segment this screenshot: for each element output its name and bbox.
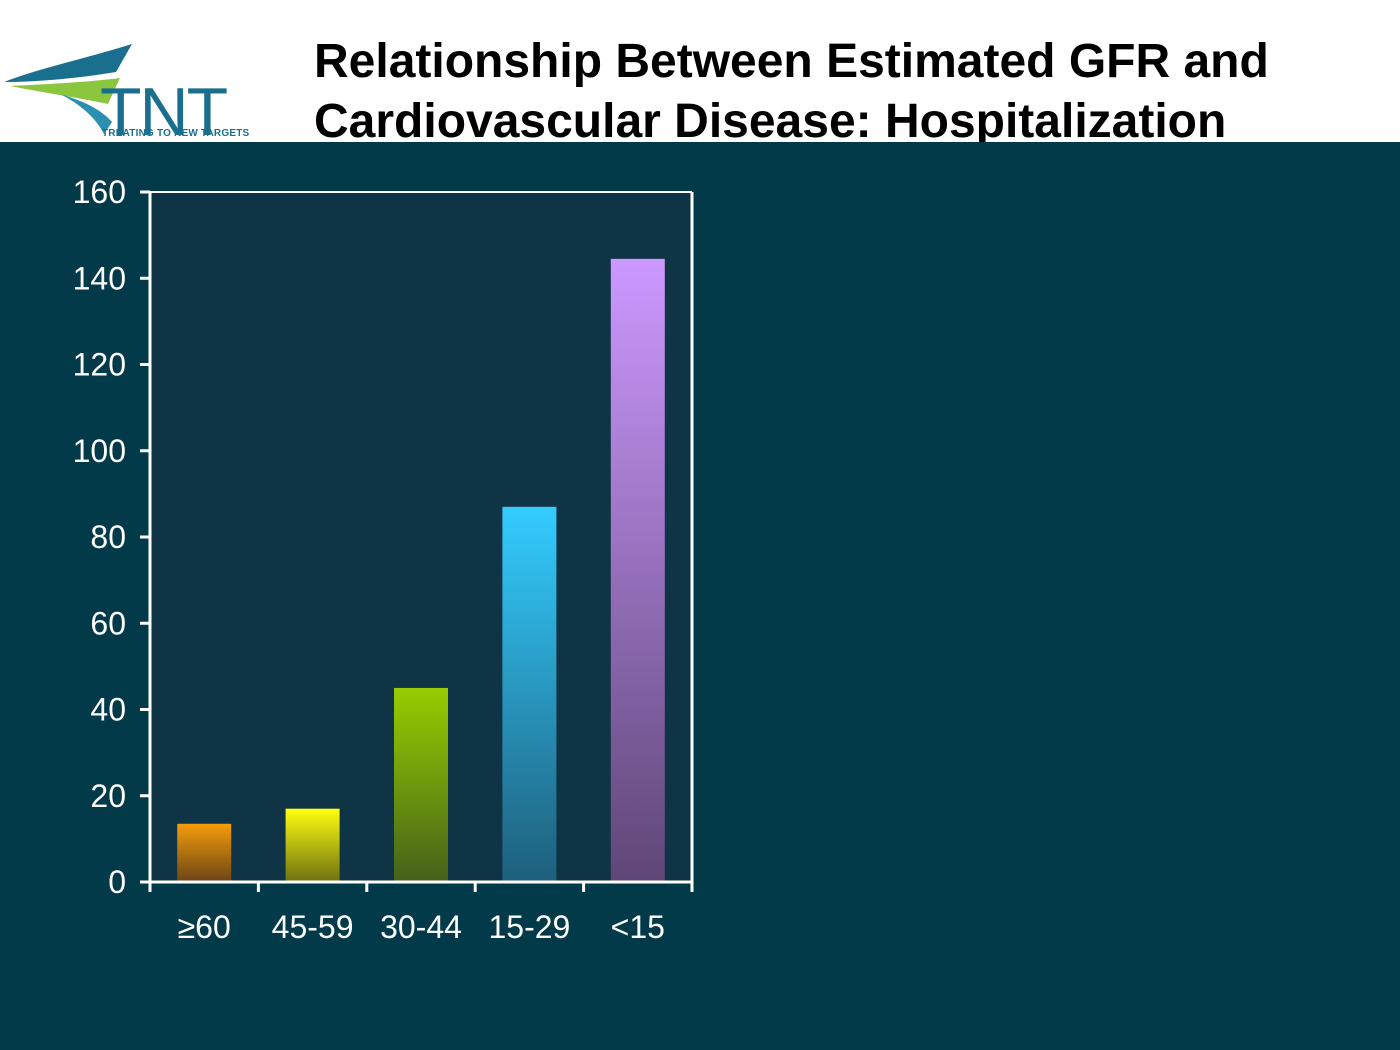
slide-title-line-2: Cardiovascular Disease: Hospitalization [314, 95, 1227, 148]
x-tick-label: 45-59 [272, 909, 354, 945]
x-tick-label: 30-44 [380, 909, 462, 945]
bar-3 [394, 687, 448, 882]
x-tick-label: <15 [611, 909, 665, 945]
y-tick-label: 140 [73, 260, 126, 296]
y-tick-label: 0 [108, 864, 126, 900]
y-tick-label: 80 [90, 519, 126, 555]
slide-header: TNT TREATING TO NEW TARGETS Relationship… [0, 0, 1400, 148]
x-axis-ticks: ≥60 45-59 30-44 15-29 <15 [148, 882, 694, 945]
y-tick-label: 160 [73, 174, 126, 210]
slide-title-line-1: Relationship Between Estimated GFR and [314, 35, 1269, 88]
content-panel: 0 20 40 60 80 100 120 140 160 ≥60 45-59 30-44 15-29… [0, 142, 1400, 1050]
tnt-swoosh-icon [4, 44, 132, 134]
bar-4 [502, 506, 557, 882]
logo-wordmark: TNT [100, 74, 228, 150]
logo-tagline: TREATING TO NEW TARGETS [102, 128, 250, 139]
y-axis-ticks: 0 20 40 60 80 100 120 140 160 [73, 174, 150, 900]
bar-5 [610, 258, 665, 882]
slide-title: Relationship Between Estimated GFR and C… [314, 32, 1374, 152]
x-tick-label: ≥60 [178, 909, 231, 945]
y-tick-label: 40 [90, 692, 126, 728]
bar-chart: 0 20 40 60 80 100 120 140 160 ≥60 45-59 30-44 15-29… [73, 174, 694, 945]
bars-group [177, 258, 665, 882]
y-tick-label: 20 [90, 778, 126, 814]
y-tick-label: 60 [90, 605, 126, 641]
tnt-logo: TNT TREATING TO NEW TARGETS [0, 38, 270, 146]
bar-1 [177, 823, 232, 882]
y-tick-label: 100 [73, 433, 126, 469]
bar-2 [285, 808, 340, 882]
x-tick-label: 15-29 [488, 909, 570, 945]
y-tick-label: 120 [73, 347, 126, 383]
